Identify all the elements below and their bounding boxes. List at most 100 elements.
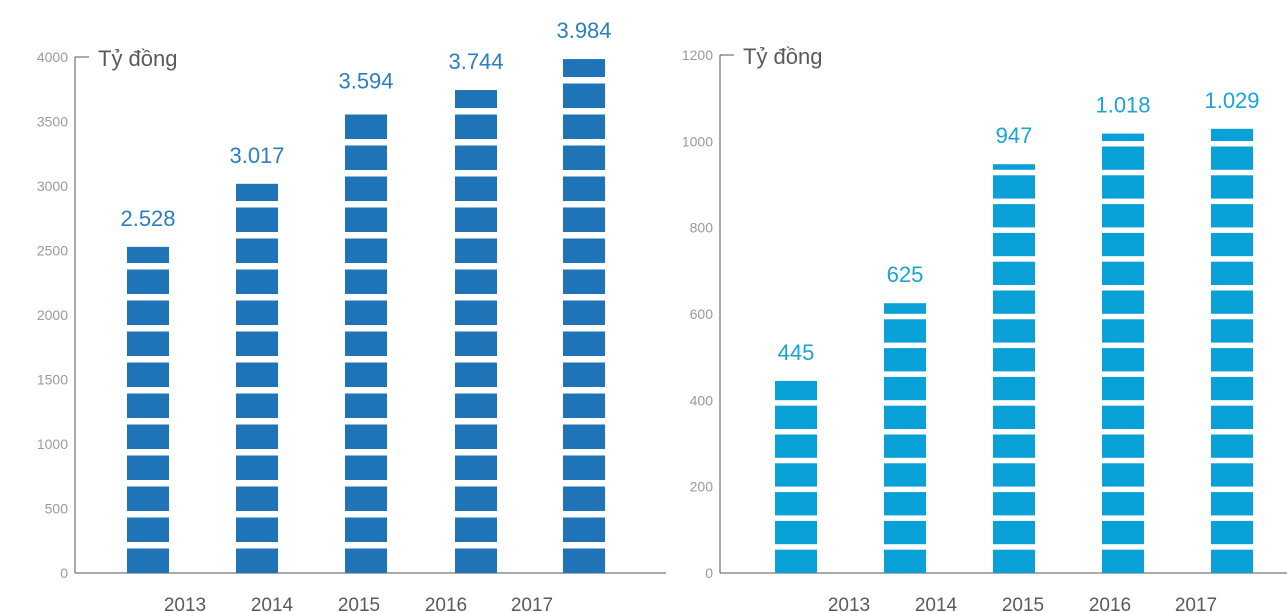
left-bar-segment bbox=[455, 176, 497, 201]
right-bar-segment bbox=[775, 463, 817, 487]
left-bar-segment bbox=[345, 176, 387, 201]
left-bar-segment bbox=[455, 517, 497, 542]
left-data-label-2014: 3.017 bbox=[229, 143, 284, 168]
left-bar-segment bbox=[563, 114, 605, 139]
left-bar-segment bbox=[455, 424, 497, 449]
right-bar-segment bbox=[1102, 348, 1144, 372]
right-data-label-2013: 445 bbox=[778, 340, 815, 365]
right-y-tick-label: 400 bbox=[690, 392, 714, 408]
right-bar-segment bbox=[993, 492, 1035, 516]
left-bar-segment bbox=[345, 517, 387, 542]
right-bar-segment bbox=[1102, 133, 1144, 141]
right-y-tick-label: 1000 bbox=[682, 133, 713, 149]
left-y-tick-label: 2500 bbox=[37, 243, 68, 259]
right-bar-segment bbox=[1211, 175, 1253, 199]
right-bar-segment bbox=[775, 405, 817, 429]
right-bar-segment bbox=[993, 232, 1035, 257]
right-bar-segment bbox=[1102, 204, 1144, 228]
left-y-tick-label: 500 bbox=[45, 501, 69, 517]
right-bar-segment bbox=[1211, 463, 1253, 487]
left-bar-segment bbox=[455, 145, 497, 170]
right-bar-segment bbox=[993, 434, 1035, 458]
left-bar-segment bbox=[563, 548, 605, 573]
right-bar-segment bbox=[1211, 128, 1253, 141]
right-bar-segment bbox=[993, 319, 1035, 343]
left-bar-segment bbox=[455, 486, 497, 511]
left-bar-2014 bbox=[236, 183, 278, 573]
left-bar-segment bbox=[345, 145, 387, 170]
right-y-tick-label: 1200 bbox=[682, 47, 713, 63]
left-bar-segment bbox=[455, 331, 497, 356]
right-bar-segment bbox=[1102, 492, 1144, 516]
left-bar-segment bbox=[563, 486, 605, 511]
right-y-tick-label: 800 bbox=[690, 220, 714, 236]
right-bar-segment bbox=[993, 376, 1035, 401]
left-bar-segment bbox=[345, 393, 387, 418]
left-bar-segment bbox=[455, 90, 497, 108]
left-bar-segment bbox=[236, 183, 278, 201]
left-bar-segment bbox=[455, 455, 497, 480]
left-bar-segment bbox=[345, 548, 387, 573]
right-x-tick-label-2014: 2014 bbox=[915, 595, 958, 612]
right-bar-2017 bbox=[1211, 128, 1253, 573]
left-bar-segment bbox=[236, 393, 278, 418]
left-bar-segment bbox=[127, 269, 169, 294]
right-bar-segment bbox=[1211, 290, 1253, 314]
right-data-label-2015: 947 bbox=[996, 123, 1033, 148]
left-bar-segment bbox=[236, 455, 278, 480]
left-bar-segment bbox=[236, 300, 278, 325]
right-bar-segment bbox=[884, 405, 926, 429]
right-bar-segment bbox=[993, 204, 1035, 228]
left-bar-segment bbox=[127, 548, 169, 573]
right-bar-segment bbox=[1102, 175, 1144, 199]
left-bar-segment bbox=[563, 59, 605, 77]
right-bar-segment bbox=[775, 549, 817, 573]
left-bar-segment bbox=[563, 269, 605, 294]
left-bar-segment bbox=[345, 486, 387, 511]
left-y-unit-label: Tỷ đồng bbox=[98, 46, 178, 71]
right-y-tick-label: 600 bbox=[690, 306, 714, 322]
left-bar-segment bbox=[345, 362, 387, 387]
left-bar-segment bbox=[127, 486, 169, 511]
left-bar-segment bbox=[455, 269, 497, 294]
right-bar-segment bbox=[1211, 204, 1253, 228]
right-bar-segment bbox=[1102, 261, 1144, 285]
left-bar-segment bbox=[236, 517, 278, 542]
left-bar-segment bbox=[563, 455, 605, 480]
right-y-unit-label: Tỷ đồng bbox=[743, 44, 823, 69]
right-y-tick-label: 0 bbox=[705, 565, 713, 581]
right-x-tick-label-2017: 2017 bbox=[1175, 595, 1217, 612]
left-bar-segment bbox=[563, 362, 605, 387]
left-y-tick-label: 4000 bbox=[37, 49, 68, 65]
left-bar-segment bbox=[455, 548, 497, 573]
right-bar-segment bbox=[884, 303, 926, 314]
left-bar-segment bbox=[563, 83, 605, 108]
left-bar-segment bbox=[236, 486, 278, 511]
right-bar-segment bbox=[1102, 520, 1144, 545]
left-bar-segment bbox=[236, 424, 278, 449]
right-bar-segment bbox=[775, 520, 817, 545]
right-bar-segment bbox=[993, 405, 1035, 429]
right-bar-segment bbox=[993, 463, 1035, 487]
right-bar-segment bbox=[1211, 319, 1253, 343]
right-bar-segment bbox=[775, 492, 817, 516]
right-data-label-2014: 625 bbox=[887, 262, 924, 287]
left-bar-segment bbox=[127, 393, 169, 418]
left-bar-segment bbox=[345, 300, 387, 325]
right-bar-segment bbox=[1102, 232, 1144, 257]
left-bar-segment bbox=[127, 246, 169, 263]
left-data-label-2016: 3.744 bbox=[448, 49, 503, 74]
left-bar-segment bbox=[455, 300, 497, 325]
left-data-label-2013: 2.528 bbox=[120, 206, 175, 231]
right-data-label-2016: 1.018 bbox=[1095, 93, 1150, 118]
right-bar-segment bbox=[1211, 348, 1253, 372]
right-bar-segment bbox=[993, 520, 1035, 545]
left-y-tick-label: 2000 bbox=[37, 307, 68, 323]
left-bar-segment bbox=[455, 362, 497, 387]
left-bar-segment bbox=[345, 424, 387, 449]
left-bar-segment bbox=[345, 207, 387, 232]
left-bar-segment bbox=[455, 114, 497, 139]
right-bar-segment bbox=[1102, 405, 1144, 429]
right-x-tick-label-2015: 2015 bbox=[1002, 595, 1044, 612]
